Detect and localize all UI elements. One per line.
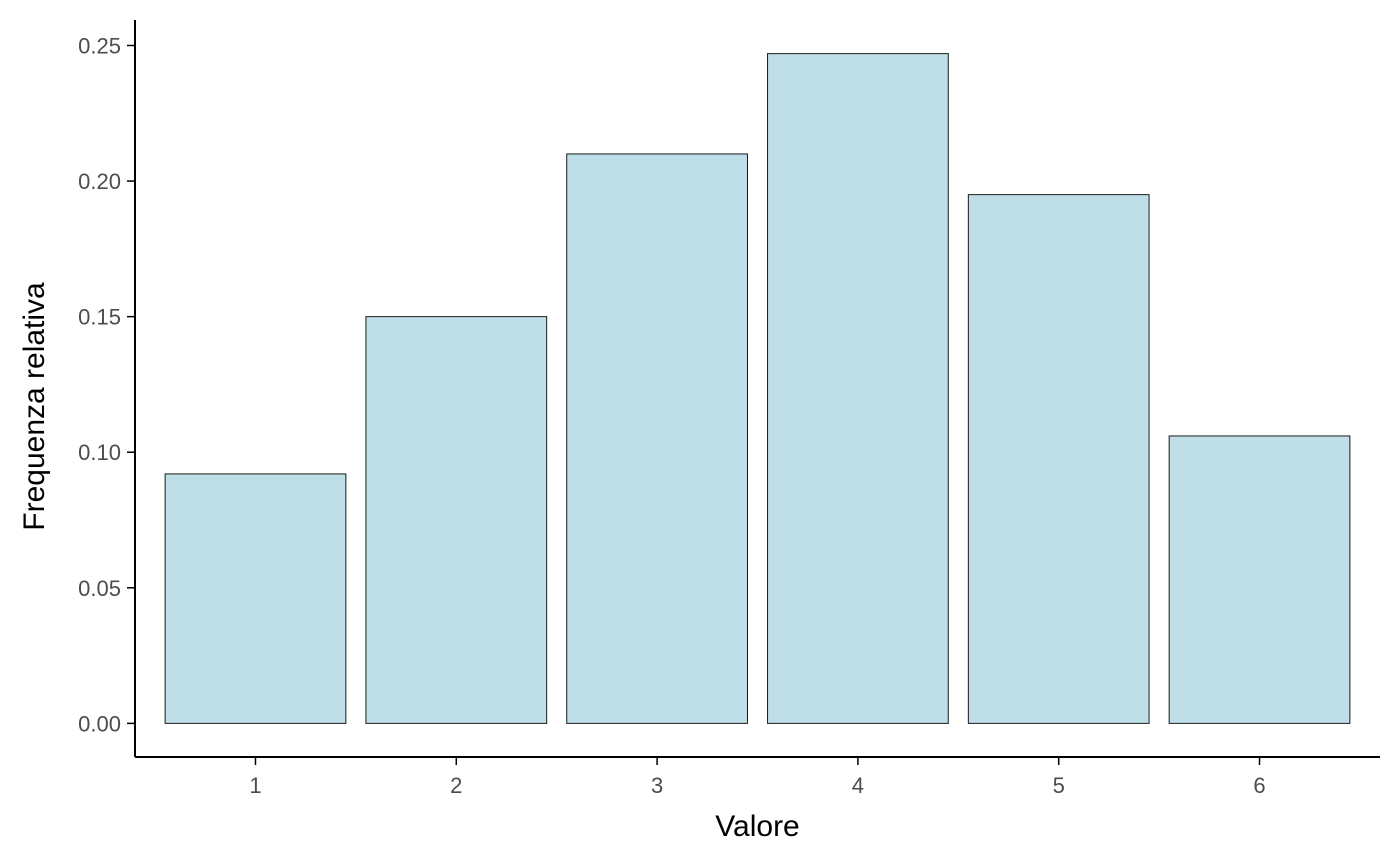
x-tick-label: 6 [1253, 773, 1265, 798]
x-tick-label: 1 [249, 773, 261, 798]
x-tick-label: 3 [651, 773, 663, 798]
y-axis-title: Frequenza relativa [18, 282, 51, 531]
x-tick-label: 5 [1053, 773, 1065, 798]
y-tick-label: 0.10 [78, 440, 121, 465]
bars-group [164, 53, 1351, 724]
y-tick-label: 0.00 [78, 711, 121, 736]
y-tick-label: 0.15 [78, 305, 121, 330]
bar-2 [365, 316, 548, 724]
bar-5 [967, 194, 1150, 724]
y-axis-ticks: 0.00 0.05 0.10 0.15 0.20 0.25 [78, 33, 135, 736]
bar-4 [767, 53, 949, 724]
y-tick-label: 0.25 [78, 33, 121, 58]
x-axis-ticks: 1 2 3 4 5 6 [249, 757, 1266, 798]
x-tick-label: 4 [852, 773, 864, 798]
y-tick-label: 0.20 [78, 169, 121, 194]
x-axis-title: Valore [715, 810, 800, 843]
y-tick-label: 0.05 [78, 576, 121, 601]
bar-6 [1168, 435, 1351, 724]
bar-1 [164, 473, 347, 724]
bar-3 [566, 153, 748, 724]
x-tick-label: 2 [450, 773, 462, 798]
